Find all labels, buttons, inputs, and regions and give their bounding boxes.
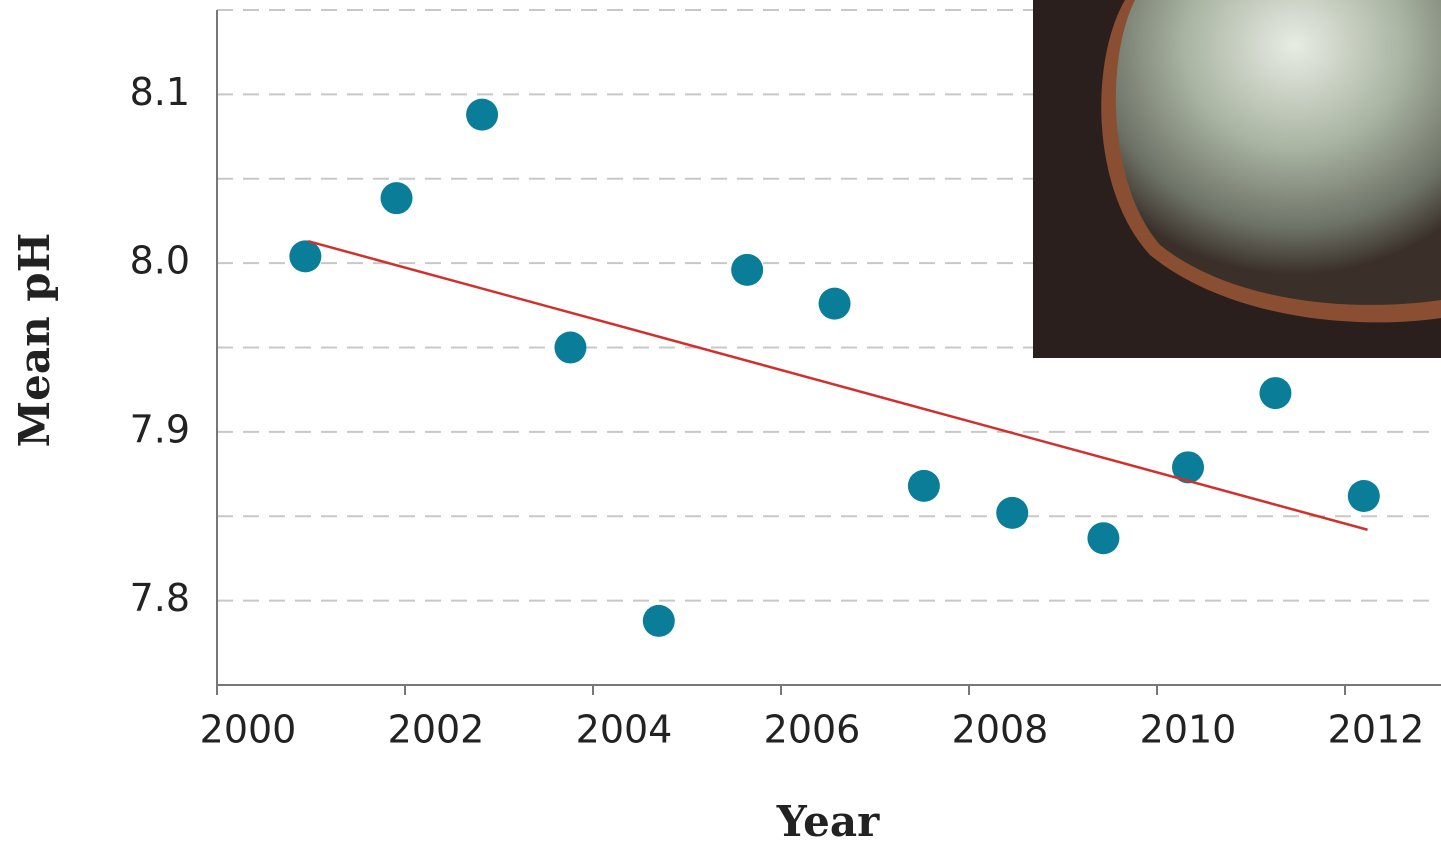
data-point [466, 98, 499, 131]
data-point [1259, 377, 1292, 410]
shell [1115, 0, 1441, 305]
x-tick-label: 2012 [1328, 708, 1425, 752]
x-tick-label: 2010 [1140, 708, 1237, 752]
y-tick-label: 8.0 [130, 239, 190, 283]
x-tick-label: 2004 [576, 708, 673, 752]
data-point [1172, 451, 1205, 484]
x-axis-label: Year [776, 797, 880, 846]
data-point [818, 287, 851, 320]
inset-photo [1033, 0, 1441, 358]
data-point [996, 496, 1029, 529]
data-point [1347, 480, 1380, 512]
y-tick-label: 7.9 [130, 407, 190, 451]
data-point [1087, 522, 1120, 555]
data-point [731, 253, 764, 286]
data-point [380, 182, 413, 215]
trend-line [307, 239, 1368, 531]
x-tick-label: 2002 [388, 708, 485, 752]
plot-area: 7.8 7.9 8.0 8.1 2000 2002 2004 2006 2008 2010 2012 [130, 9, 1441, 752]
x-tick-label: 2006 [764, 708, 861, 752]
y-tick-label: 7.8 [130, 576, 190, 620]
x-tick-label: 2008 [952, 708, 1049, 752]
y-axis-label: Mean pH [10, 233, 59, 448]
data-point [642, 604, 675, 637]
y-tick-label: 8.1 [130, 70, 190, 114]
data-point [289, 240, 322, 273]
data-point [554, 331, 587, 364]
data-point [907, 469, 940, 502]
x-tick-label: 2000 [200, 708, 297, 752]
